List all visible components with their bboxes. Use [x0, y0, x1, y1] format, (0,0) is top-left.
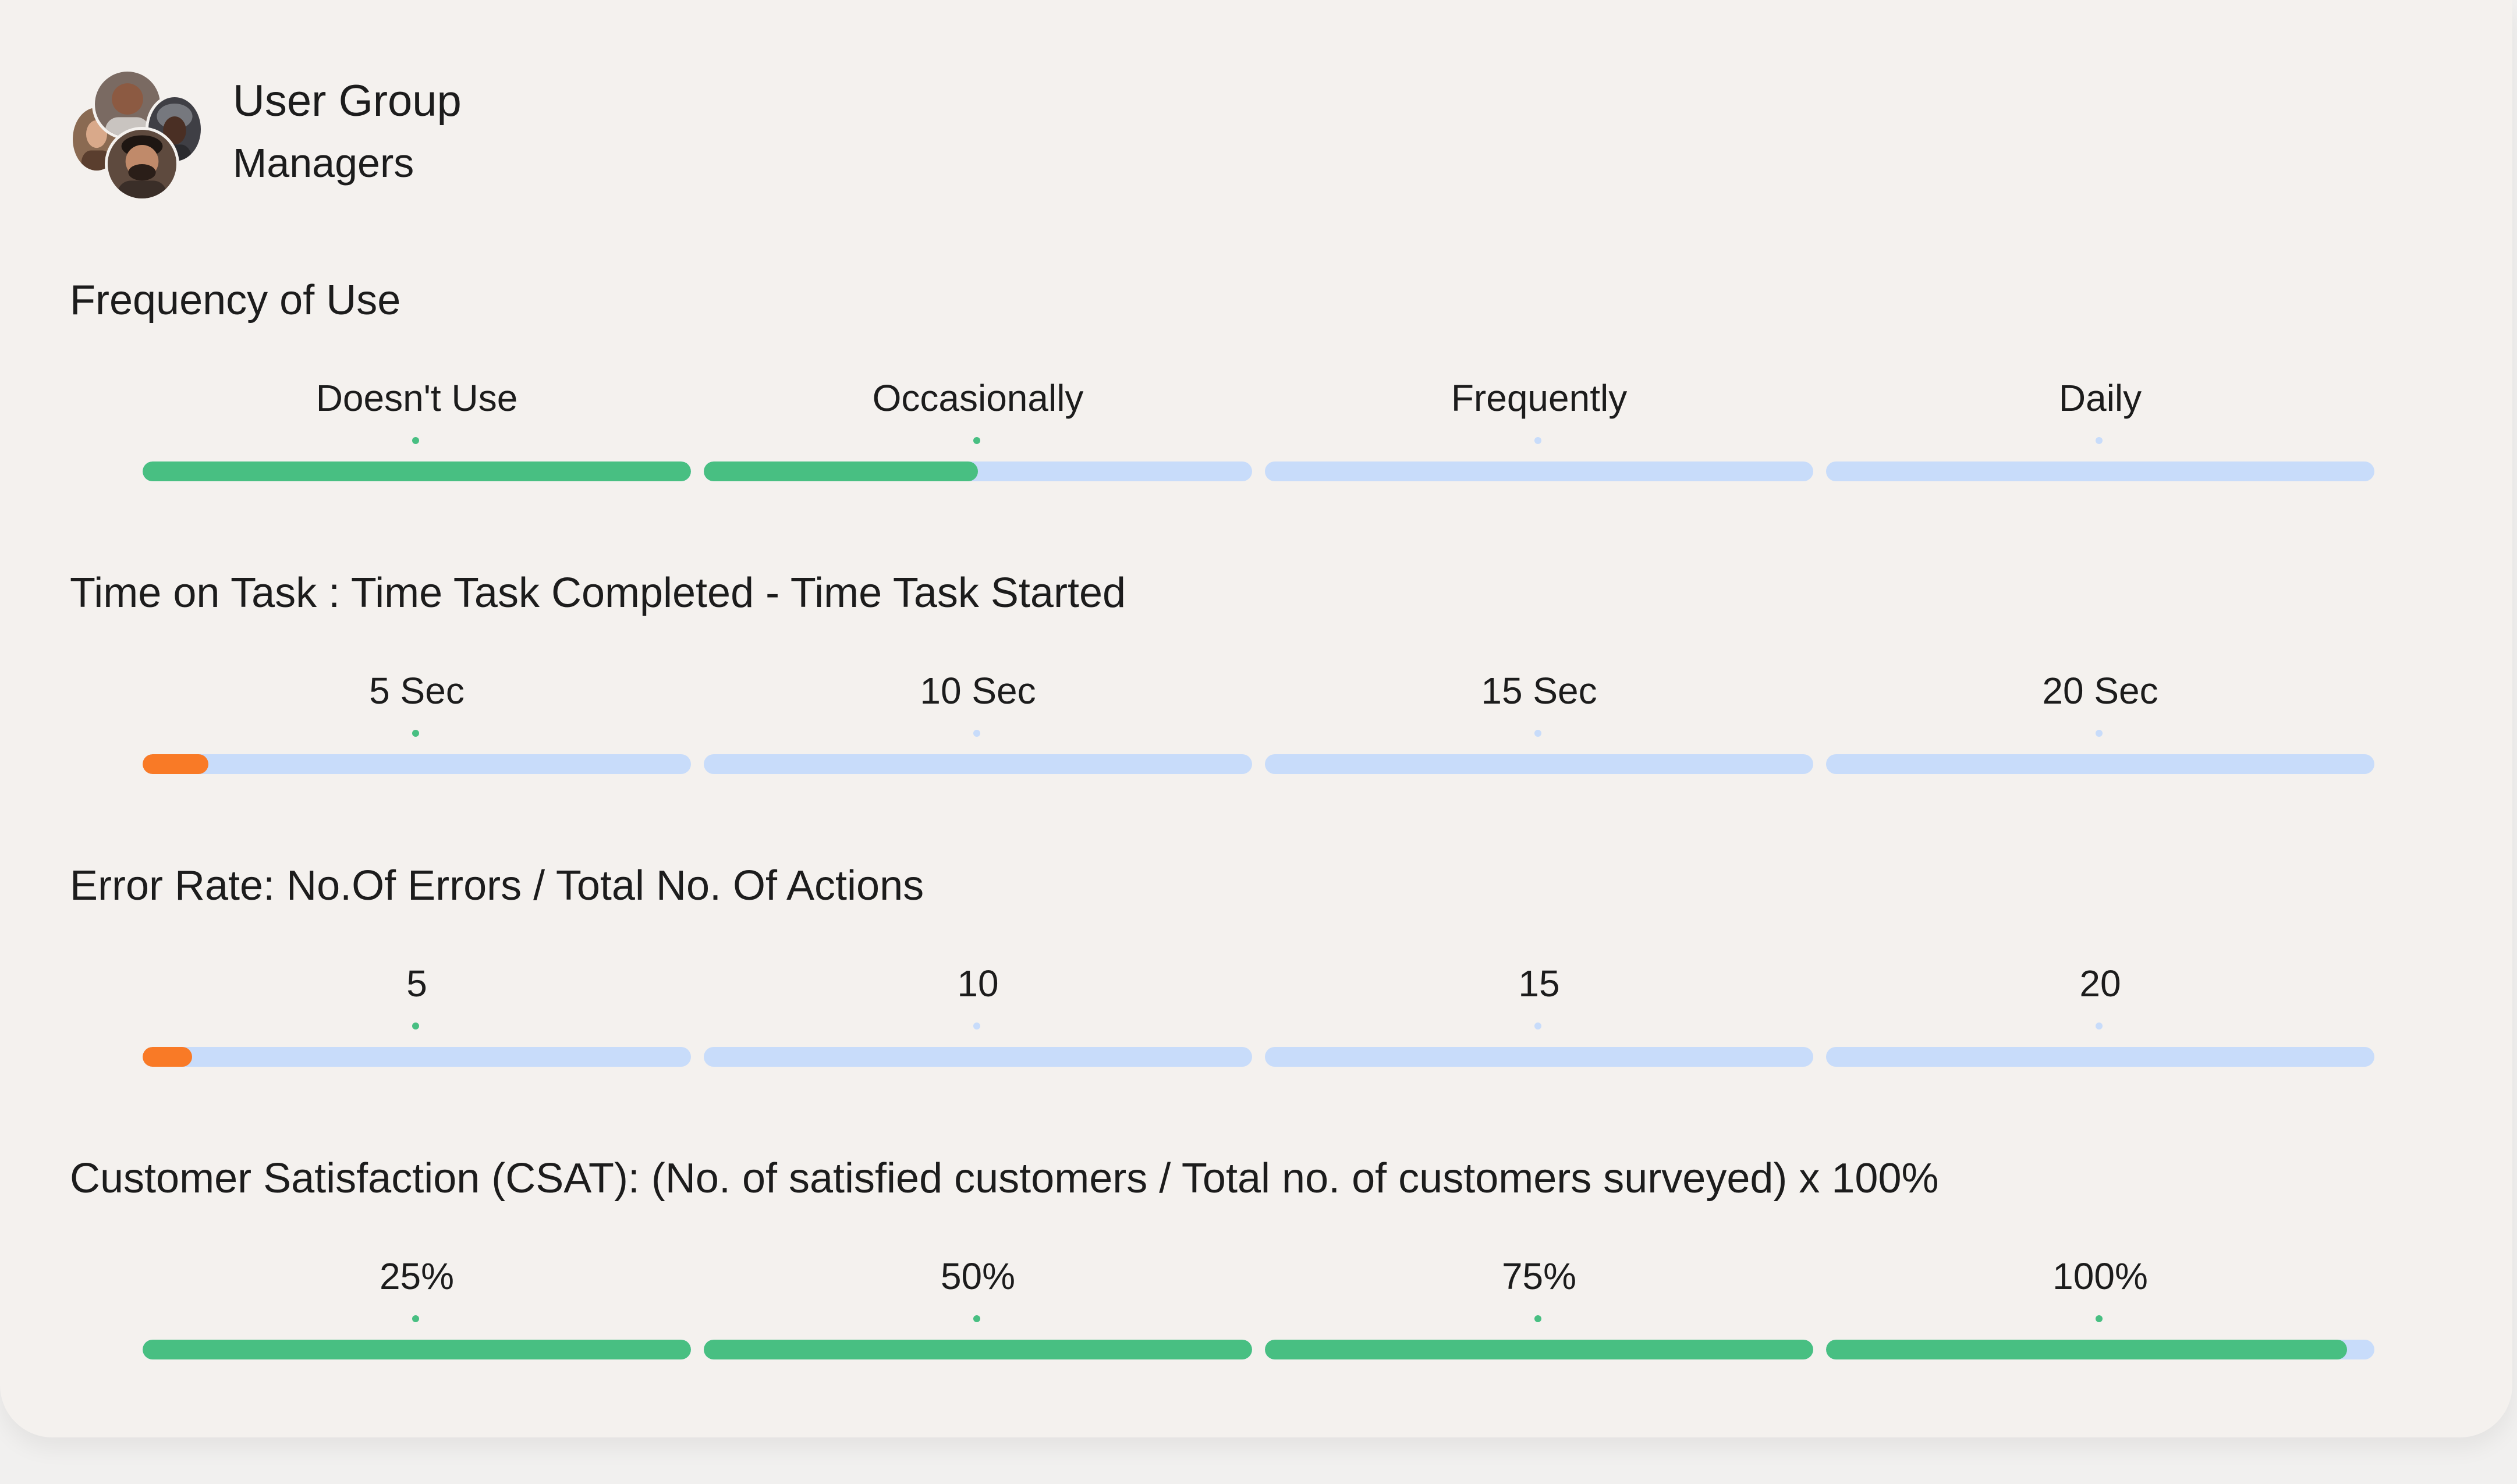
segment-progress-fill	[143, 1340, 691, 1359]
segment-progress-bar	[1265, 1047, 1813, 1067]
metric-error-rate: Error Rate: No.Of Errors / Total No. Of …	[70, 862, 2456, 1083]
segment-marker	[973, 730, 980, 737]
segment-progress-bar	[143, 1340, 691, 1359]
segment-progress-bar	[143, 754, 691, 774]
segment-progress-fill	[143, 461, 691, 481]
segment-progress-bar	[1826, 754, 2374, 774]
avatar	[105, 127, 179, 201]
segment-marker	[973, 437, 980, 444]
segment-label: 15 Sec	[1481, 670, 1597, 712]
segment-label: 25%	[379, 1255, 455, 1297]
segment-progress-bar	[143, 1047, 691, 1067]
segment-marker	[1534, 1023, 1541, 1029]
segment-label: 5	[406, 963, 427, 1004]
segment-progress-bar	[704, 754, 1252, 774]
segment-progress-bar	[1265, 1340, 1813, 1359]
segment-progress-fill	[143, 1047, 192, 1067]
segment-progress-fill	[704, 461, 978, 481]
segment-label: 20 Sec	[2042, 670, 2158, 712]
segment-progress-fill	[1826, 1340, 2347, 1359]
metric-title: Time on Task : Time Task Completed - Tim…	[70, 570, 1126, 616]
metric-frequency-of-use: Frequency of Use Doesn't Use Occasionall…	[70, 276, 2456, 498]
segment-marker	[1534, 730, 1541, 737]
segment-label: Daily	[2058, 377, 2142, 419]
user-group-label: User Group	[233, 76, 462, 126]
segment-progress-bar	[1265, 461, 1813, 481]
segment-marker	[412, 730, 419, 737]
segment-progress-bar	[1826, 461, 2374, 481]
segment-label: Occasionally	[872, 377, 1084, 419]
segment-label: Frequently	[1451, 377, 1628, 419]
segment-progress-fill	[143, 754, 209, 774]
segment-progress-bar	[704, 1047, 1252, 1067]
user-group-name: Managers	[233, 140, 414, 186]
segment-marker	[2096, 1023, 2103, 1029]
segment-marker	[2096, 730, 2103, 737]
segment-progress-bar	[1826, 1340, 2374, 1359]
segment-label: 10 Sec	[920, 670, 1036, 712]
segment-label: 5 Sec	[369, 670, 465, 712]
segment-progress-fill	[1265, 1340, 1813, 1359]
user-group-card: User Group Managers Frequency of Use Doe…	[70, 69, 2456, 1376]
segment-progress-bar	[143, 461, 691, 481]
segment-label: 20	[2079, 963, 2121, 1004]
segment-progress-bar	[1826, 1047, 2374, 1067]
user-avatars-icon	[70, 69, 204, 203]
segment-marker	[412, 1023, 419, 1029]
metric-title: Customer Satisfaction (CSAT): (No. of sa…	[70, 1155, 1939, 1202]
segment-label: 15	[1518, 963, 1560, 1004]
segment-progress-bar	[704, 461, 1252, 481]
metric-title: Frequency of Use	[70, 277, 401, 324]
segment-marker	[973, 1315, 980, 1322]
segment-label: 100%	[2052, 1255, 2148, 1297]
metric-customer-satisfaction: Customer Satisfaction (CSAT): (No. of sa…	[70, 1155, 2456, 1376]
segment-marker	[973, 1023, 980, 1029]
segment-label: 75%	[1501, 1255, 1577, 1297]
segment-label: 10	[957, 963, 999, 1004]
segment-marker	[1534, 437, 1541, 444]
segment-marker	[412, 1315, 419, 1322]
segment-label: Doesn't Use	[315, 377, 518, 419]
segment-progress-bar	[704, 1340, 1252, 1359]
segment-marker	[2096, 437, 2103, 444]
segment-progress-fill	[704, 1340, 1252, 1359]
segment-marker	[412, 437, 419, 444]
metric-title: Error Rate: No.Of Errors / Total No. Of …	[70, 862, 924, 909]
segment-progress-bar	[1265, 754, 1813, 774]
metric-time-on-task: Time on Task : Time Task Completed - Tim…	[70, 569, 2456, 790]
segment-marker	[1534, 1315, 1541, 1322]
segment-marker	[2096, 1315, 2103, 1322]
segment-label: 50%	[940, 1255, 1016, 1297]
